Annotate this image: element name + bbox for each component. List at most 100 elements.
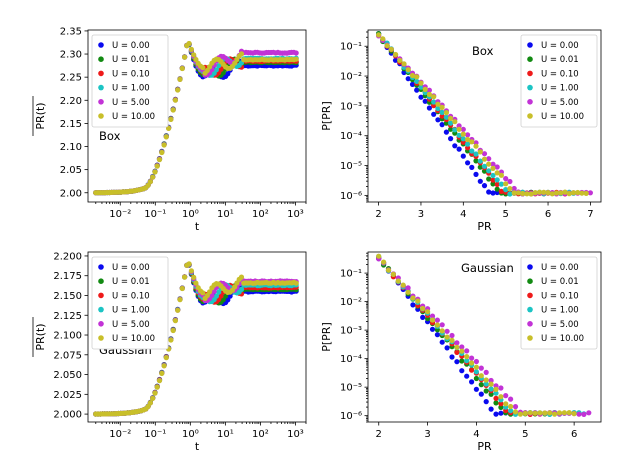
legend-marker <box>527 84 533 91</box>
data-point-u-4 <box>576 411 582 417</box>
axes-frame <box>87 251 307 423</box>
data-point-u-5 <box>410 295 416 301</box>
data-point-u-1 <box>478 382 484 388</box>
y-tick-label: 2.10 <box>60 142 82 153</box>
y-tick-label: 2.05 <box>60 165 82 176</box>
data-point-u-0 <box>469 379 475 385</box>
legend-label: U = 0.01 <box>541 277 579 287</box>
y-tick-label: 10⁻¹ <box>340 42 362 53</box>
data-point-u-1 <box>483 388 489 394</box>
panel-gaussian-pr-vs-time: 10⁻² 10⁻¹ 10⁰ 10¹ 10² 10³ 2.000 2.025 2.050 2.075… <box>32 251 307 453</box>
data-point-u-4 <box>439 322 445 328</box>
data-point-u-5 <box>561 410 568 416</box>
x-tick-label: 10⁰ <box>182 209 199 220</box>
data-point-u-5 <box>583 190 589 196</box>
x-tick-label: 10⁻² <box>109 209 131 220</box>
y-tick-label: 2.200 <box>53 251 82 262</box>
data-point-u-5 <box>238 51 245 57</box>
data-point-u-5 <box>566 410 572 416</box>
data-point-u-5 <box>498 394 504 400</box>
y-tick-label: 2.125 <box>53 311 82 322</box>
legend-label: U = 5.00 <box>112 98 150 108</box>
data-point-u-0 <box>481 183 488 189</box>
data-point-u-0 <box>426 105 432 111</box>
data-point-u-5 <box>380 36 386 42</box>
legend-label: U = 0.00 <box>541 263 579 273</box>
data-point-u-5 <box>490 165 496 171</box>
data-point-u-4 <box>434 317 440 323</box>
data-point-u-3 <box>418 84 424 90</box>
data-point-u-5 <box>524 191 530 197</box>
data-point-u-5 <box>168 116 174 122</box>
data-point-u-5 <box>204 292 210 299</box>
y-tick-label: 10⁻⁵ <box>340 161 362 172</box>
data-point-u-3 <box>439 109 445 115</box>
data-point-u-3 <box>216 63 222 69</box>
data-point-u-5 <box>571 411 577 417</box>
data-point-u-5 <box>520 190 526 197</box>
data-point-u-0 <box>439 339 445 345</box>
data-point-u-4 <box>587 190 594 196</box>
data-point-u-0 <box>439 122 445 128</box>
x-axis-label: PR <box>477 440 492 453</box>
data-point-u-3 <box>456 132 462 138</box>
data-point-u-4 <box>465 132 471 138</box>
data-points <box>93 261 299 417</box>
data-point-u-2 <box>469 367 475 373</box>
data-point-u-4 <box>508 396 514 402</box>
data-point-u-5 <box>477 149 483 155</box>
legend-label: U = 0.00 <box>541 41 579 51</box>
legend-frame <box>520 256 598 350</box>
data-point-u-4 <box>454 340 460 346</box>
data-point-u-4 <box>473 358 479 365</box>
x-axis-label: t <box>195 220 200 233</box>
legend-label: U = 0.01 <box>541 55 579 65</box>
data-point-u-5 <box>566 191 572 197</box>
legend-marker <box>527 56 533 62</box>
y-tick-label: 2.100 <box>53 331 82 342</box>
legend-label: U = 0.00 <box>112 263 150 273</box>
legend-marker <box>98 84 104 91</box>
data-point-u-5 <box>528 191 534 197</box>
legend-label: U = 10.00 <box>541 334 584 344</box>
data-point-u-5 <box>553 190 560 196</box>
legend-label: U = 0.10 <box>541 69 579 79</box>
legend-label: U = 10.00 <box>112 334 155 344</box>
data-points <box>376 30 594 197</box>
legend: U = 0.00 U = 0.01 U = 0.10 U = 1.00 U = 5.00… <box>520 256 598 350</box>
data-point-u-5 <box>154 384 160 390</box>
data-point-u-2 <box>498 401 504 407</box>
data-point-u-5 <box>556 410 563 416</box>
legend-label: U = 0.10 <box>112 69 150 79</box>
data-point-u-5 <box>405 289 411 295</box>
axes-frame <box>367 29 602 203</box>
y-tick-label: 10⁻³ <box>340 101 362 112</box>
data-point-u-0 <box>493 411 499 417</box>
data-point-u-1 <box>443 120 449 126</box>
legend-label: U = 1.00 <box>541 84 579 94</box>
data-point-u-1 <box>494 186 500 192</box>
data-point-u-5 <box>517 411 524 417</box>
axes-frame <box>87 29 307 203</box>
data-point-u-1 <box>488 391 494 397</box>
data-point-u-3 <box>464 358 470 364</box>
data-points <box>93 40 299 196</box>
data-point-u-5 <box>409 72 416 79</box>
data-point-u-5 <box>193 280 199 286</box>
data-point-u-0 <box>473 386 479 392</box>
data-point-u-5 <box>498 172 504 178</box>
legend-label: U = 0.01 <box>112 277 150 287</box>
legend-marker <box>98 321 104 327</box>
data-point-u-5 <box>575 189 581 196</box>
data-point-u-4 <box>581 411 587 417</box>
data-point-u-0 <box>414 87 420 93</box>
data-point-u-4 <box>586 410 592 416</box>
data-point-u-0 <box>478 391 484 397</box>
legend-label: U = 0.00 <box>112 41 150 51</box>
panel-annotation: Box <box>472 44 494 58</box>
legend: U = 0.00 U = 0.01 U = 0.10 U = 1.00 U = 5.00… <box>91 34 169 128</box>
data-point-u-3 <box>469 148 475 154</box>
data-point-u-5 <box>579 190 585 196</box>
data-point-u-5 <box>439 328 445 334</box>
